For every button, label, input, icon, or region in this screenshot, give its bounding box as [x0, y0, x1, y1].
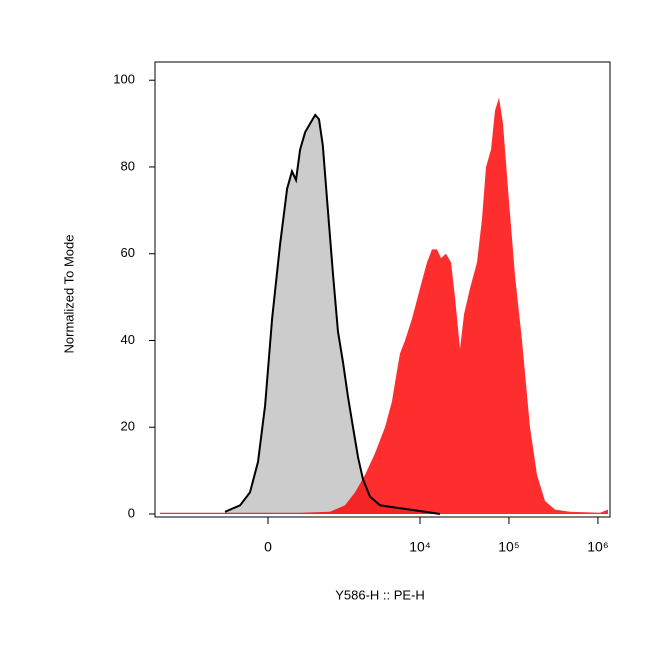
y-tick-label: 20 [121, 419, 135, 434]
x-axis-title: Y586-H :: PE-H [335, 587, 425, 602]
y-axis-title: Normalized To Mode [61, 235, 76, 354]
histogram-area [225, 114, 440, 515]
plot-frame [154, 61, 611, 518]
histogram-outline [224, 113, 441, 515]
y-tick-label: 80 [121, 158, 135, 173]
x-tick-label: 10⁵ [498, 539, 519, 555]
x-tick-label: 10⁶ [587, 539, 608, 555]
y-tick-label: 60 [121, 245, 135, 260]
y-tick-label: 100 [113, 72, 135, 87]
x-tick-label: 0 [264, 539, 272, 555]
x-tick-label: 10⁴ [409, 539, 431, 555]
y-tick-label: 0 [128, 505, 135, 520]
y-tick-label: 40 [121, 332, 135, 347]
histogram-area [160, 97, 608, 514]
